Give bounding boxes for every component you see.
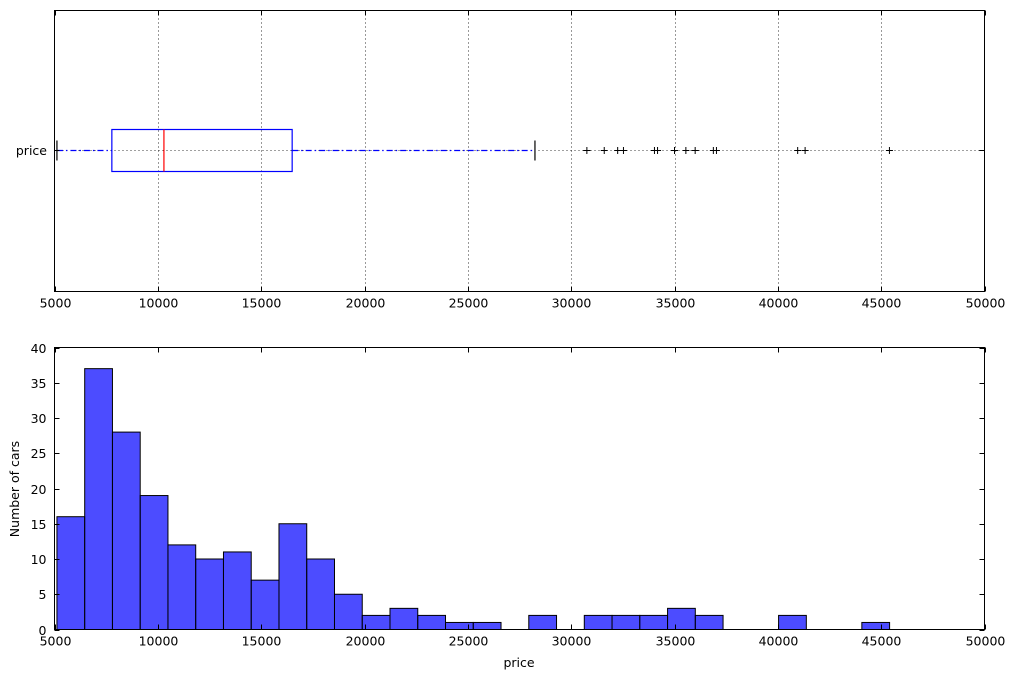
histogram-y-ticks: 0 5 10 15 20 25 30 35 40: [31, 341, 985, 638]
histogram-bar: [250, 579, 280, 631]
boxplot-outlier-point: [600, 147, 608, 154]
boxplot-x-tick-label: 20000: [346, 296, 386, 311]
boxplot-x-tick-label: 50000: [966, 296, 1006, 311]
histogram-bar: [778, 614, 807, 631]
histogram-y-tick-label: 0: [39, 623, 47, 638]
histogram-bar: [361, 614, 391, 631]
histogram-bar: [861, 621, 891, 631]
histogram-x-tick-label: 5000: [40, 634, 72, 649]
histogram-x-tick-label: 15000: [242, 634, 282, 649]
histogram-x-tick-label: 50000: [966, 634, 1006, 649]
histogram-y-tick-label: 15: [31, 517, 47, 532]
histogram-y-tick-label: 20: [31, 482, 47, 497]
boxplot-x-tick-label: 15000: [242, 296, 282, 311]
histogram-x-axis-label: price: [503, 655, 534, 670]
boxplot-outlier-point: [691, 147, 699, 154]
histogram-bar: [195, 558, 224, 630]
histogram-x-tick-label: 45000: [862, 634, 902, 649]
histogram-x-ticks: 5000 10000 15000 20000 25000 30000 35000 40000 4…: [40, 347, 1006, 649]
histogram-x-tick-label: 20000: [346, 634, 386, 649]
histogram-bar: [639, 614, 669, 631]
boxplot-x-tick-label: 30000: [552, 296, 592, 311]
boxplot-outlier-point: [801, 147, 809, 154]
histogram-bar: [222, 551, 252, 631]
boxplot-outlier-point: [885, 147, 893, 154]
histogram-bar: [306, 558, 335, 630]
histogram-bar: [667, 607, 696, 630]
boxplot-category-label: price: [16, 143, 47, 158]
histogram-bar: [611, 614, 641, 631]
boxplot-outlier-point: [682, 147, 690, 154]
histogram-bar: [333, 593, 363, 630]
histogram-x-tick-label: 35000: [656, 634, 696, 649]
boxplot-marks: [56, 128, 893, 173]
boxplot-x-tick-label: 40000: [759, 296, 799, 311]
histogram-bar: [139, 495, 169, 630]
histogram-x-tick-label: 30000: [552, 634, 592, 649]
histogram-bar: [472, 621, 502, 631]
boxplot-x-tick-label: 10000: [139, 296, 179, 311]
boxplot-x-tick-label: 25000: [449, 296, 489, 311]
histogram-x-tick-label: 25000: [449, 634, 489, 649]
histogram-bar: [417, 614, 447, 631]
histogram-bar: [445, 621, 474, 631]
histogram-bar: [111, 431, 141, 630]
histogram-x-tick-label: 40000: [759, 634, 799, 649]
histogram-x-tick-label: 10000: [139, 634, 179, 649]
boxplot-x-tick-label: 5000: [40, 296, 72, 311]
histogram-y-tick-label: 40: [31, 341, 47, 356]
boxplot-outlier-point: [654, 147, 662, 154]
histogram-bar: [583, 614, 613, 631]
boxplot-outlier-point: [671, 147, 678, 154]
boxplot-x-tick-label: 35000: [656, 296, 696, 311]
histogram-bar: [278, 523, 308, 630]
histogram-bar: [389, 607, 419, 630]
histogram-panel: 5000 10000 15000 20000 25000 30000 35000 40000 4…: [7, 341, 1005, 670]
boxplot-outlier-point: [794, 147, 802, 154]
boxplot-x-tick-label: 45000: [862, 296, 902, 311]
histogram-axes-frame: [54, 347, 985, 630]
histogram-bar: [528, 614, 558, 631]
histogram-bar: [56, 516, 86, 631]
boxplot-panel: 5000 10000 15000 20000 25000 30000 35000 40000 4…: [16, 10, 1006, 311]
histogram-y-tick-label: 25: [31, 446, 47, 461]
boxplot-outlier-point: [712, 147, 720, 154]
boxplot-outlier-point: [583, 147, 591, 154]
histogram-bar: [694, 614, 724, 631]
boxplot-outlier-point: [619, 147, 627, 154]
histogram-y-tick-label: 5: [39, 587, 47, 602]
boxplot-box: [111, 128, 293, 173]
histogram-y-tick-label: 10: [31, 552, 47, 567]
histogram-bar: [167, 544, 197, 631]
histogram-y-tick-label: 35: [31, 376, 47, 391]
boxplot-x-ticks: 5000 10000 15000 20000 25000 30000 35000 40000 4…: [40, 10, 1006, 311]
histogram-y-axis-label: Number of cars: [7, 441, 22, 537]
histogram-y-tick-label: 30: [31, 411, 47, 426]
histogram-bar: [84, 368, 113, 630]
histogram-bars: [56, 368, 891, 631]
